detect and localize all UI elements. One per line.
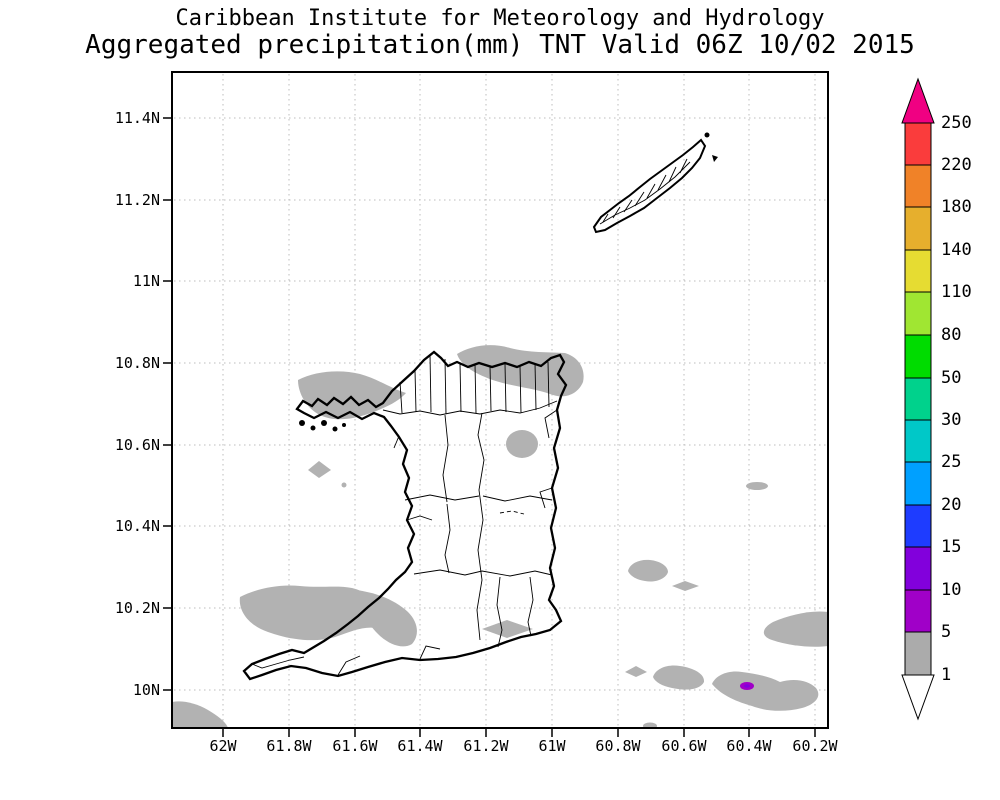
colorbar-tick-label: 50 xyxy=(941,368,962,388)
title-product: Aggregated precipitation(mm) TNT Valid 0… xyxy=(85,30,915,60)
trinidad-internal-boundaries xyxy=(251,353,558,676)
colorbar-segment xyxy=(904,631,932,676)
title-institution: Caribbean Institute for Meteorology and … xyxy=(175,6,825,31)
shade-southwest-blob xyxy=(239,585,392,641)
colorbar-segment xyxy=(904,122,932,166)
colorbar-segment xyxy=(904,164,932,208)
plot-border xyxy=(171,71,829,729)
colorbar-tick-label: 250 xyxy=(941,113,972,133)
lat-tick-label: 10N xyxy=(132,681,160,699)
lat-tick-label: 11.4N xyxy=(114,109,160,127)
shade-east-sliver xyxy=(746,482,768,490)
bocas-islands xyxy=(299,420,346,432)
colorbar-tick-label: 5 xyxy=(941,622,952,642)
lat-tick-label: 11.2N xyxy=(114,191,160,209)
colorbar-segment xyxy=(904,334,932,379)
colorbar-segment xyxy=(904,291,932,336)
lon-tick-label: 62W xyxy=(209,737,237,755)
colorbar-tick-label: 25 xyxy=(941,452,962,472)
lon-tick-label: 60.2W xyxy=(792,737,838,755)
colorbar-over-arrow xyxy=(901,77,935,124)
colorbar-tick-label: 220 xyxy=(941,155,972,175)
lon-tick-label: 61.2W xyxy=(463,737,509,755)
colorbar-tick-label: 20 xyxy=(941,495,962,515)
colorbar-tick-label: 140 xyxy=(941,240,972,260)
colorbar-segment xyxy=(904,589,932,633)
lat-tick-label: 10.6N xyxy=(114,436,160,454)
shade-right-edge-blob xyxy=(763,611,827,647)
trinidad-coastline xyxy=(242,350,568,681)
lat-tick-label: 11N xyxy=(132,272,160,290)
lat-tick-label: 10.2N xyxy=(114,599,160,617)
colorbar-tick-label: 15 xyxy=(941,537,962,557)
colorbar-tick-label: 80 xyxy=(941,325,962,345)
shade-se-large-blob xyxy=(712,671,819,711)
lon-tick-label: 61.6W xyxy=(332,737,378,755)
lon-tick-label: 60.4W xyxy=(726,737,772,755)
precip-spot-10-15 xyxy=(744,684,750,688)
shade-east-sea-diamond xyxy=(672,581,699,591)
lon-tick-label: 61.8W xyxy=(266,737,312,755)
shade-gulf-diamond xyxy=(308,461,331,478)
lon-tick-label: 61W xyxy=(538,737,566,755)
lat-tick-label: 10.4N xyxy=(114,517,160,535)
lon-tick-label: 60.6W xyxy=(661,737,707,755)
colorbar-tick-label: 30 xyxy=(941,410,962,430)
colorbar-segment xyxy=(904,504,932,548)
shade-central-east xyxy=(506,430,538,458)
shade-se-blob xyxy=(653,665,705,690)
axis-tick-marks xyxy=(163,117,816,737)
colorbar-segment xyxy=(904,461,932,506)
shade-se-small-diamond xyxy=(625,666,647,677)
colorbar-segment xyxy=(904,249,932,293)
shade-south-diamond xyxy=(482,620,533,638)
lon-tick-label: 60.8W xyxy=(595,737,641,755)
shade-bottom-left-corner xyxy=(173,701,228,727)
coastline-layer xyxy=(242,132,718,681)
colorbar-segment xyxy=(904,546,932,591)
lat-tick-label: 10.8N xyxy=(114,354,160,372)
colorbar-segment xyxy=(904,377,932,421)
shade-north-coast-west xyxy=(298,371,406,420)
colorbar-segment xyxy=(904,206,932,251)
colorbar-tick-label: 180 xyxy=(941,197,972,217)
shade-gulf-dot xyxy=(341,482,347,488)
tobago-internal-boundaries xyxy=(599,158,691,225)
colorbar-segment xyxy=(904,419,932,463)
tobago-coastline xyxy=(592,138,707,234)
colorbar xyxy=(901,77,935,721)
colorbar-tick-label: 110 xyxy=(941,282,972,302)
colorbar-tick-label: 10 xyxy=(941,580,962,600)
tobago-islets xyxy=(704,132,718,162)
shade-bottom-center-dot xyxy=(643,722,657,727)
colorbar-tick-label: 1 xyxy=(941,665,952,685)
shade-east-sea-blob xyxy=(628,559,668,582)
lon-tick-label: 61.4W xyxy=(397,737,443,755)
colorbar-under-arrow xyxy=(901,674,935,721)
